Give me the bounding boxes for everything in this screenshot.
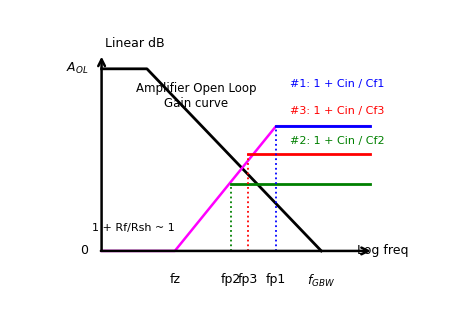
Text: 0: 0 — [80, 244, 88, 258]
Text: Amplifier Open Loop
Gain curve: Amplifier Open Loop Gain curve — [135, 82, 256, 110]
Text: fz: fz — [169, 273, 180, 286]
Text: #1: 1 + Cin / Cf1: #1: 1 + Cin / Cf1 — [290, 79, 384, 89]
Text: 1 + Rf/Rsh ~ 1: 1 + Rf/Rsh ~ 1 — [92, 224, 174, 234]
Text: #3: 1 + Cin / Cf3: #3: 1 + Cin / Cf3 — [290, 106, 384, 116]
Text: Linear dB: Linear dB — [105, 37, 165, 50]
Text: $f_{GBW}$: $f_{GBW}$ — [307, 273, 335, 289]
Text: fp1: fp1 — [266, 273, 286, 286]
Text: #2: 1 + Cin / Cf2: #2: 1 + Cin / Cf2 — [290, 136, 385, 146]
Text: $A_{OL}$: $A_{OL}$ — [66, 61, 88, 76]
Text: Log freq: Log freq — [356, 244, 408, 258]
Text: fp3: fp3 — [238, 273, 258, 286]
Text: fp2: fp2 — [220, 273, 241, 286]
